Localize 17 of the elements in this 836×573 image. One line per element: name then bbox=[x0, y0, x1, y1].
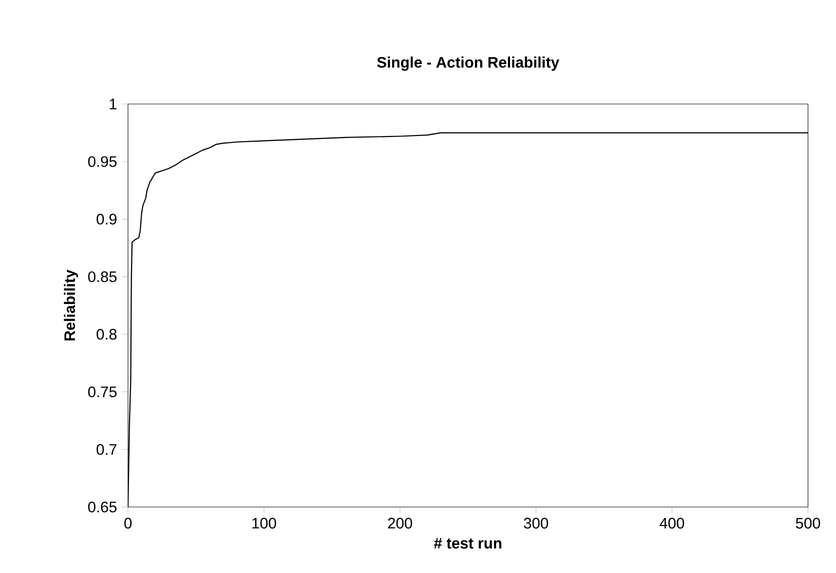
x-tick-label: 200 bbox=[388, 518, 412, 529]
x-tick-label: 0 bbox=[124, 518, 132, 529]
y-tick-label: 0.95 bbox=[88, 156, 117, 167]
y-tick-label: 1 bbox=[110, 98, 116, 110]
y-tick-label: 0.8 bbox=[96, 328, 117, 340]
x-axis-title: # test run bbox=[434, 538, 502, 549]
y-tick-label: 0.85 bbox=[88, 271, 117, 282]
y-tick-label: 0.9 bbox=[96, 214, 116, 225]
x-tick-label: 500 bbox=[796, 518, 820, 529]
y-tick-label: 0.7 bbox=[96, 444, 116, 455]
y-tick-label: 0.65 bbox=[88, 502, 117, 512]
x-tick-label: 400 bbox=[660, 518, 684, 529]
x-tick-label: 300 bbox=[524, 518, 548, 529]
x-tick-label: 100 bbox=[252, 518, 276, 529]
chart-title: Single - Action Reliability bbox=[377, 56, 560, 71]
y-tick-label: 0.75 bbox=[88, 386, 117, 398]
y-axis-title: Reliability bbox=[64, 270, 78, 340]
